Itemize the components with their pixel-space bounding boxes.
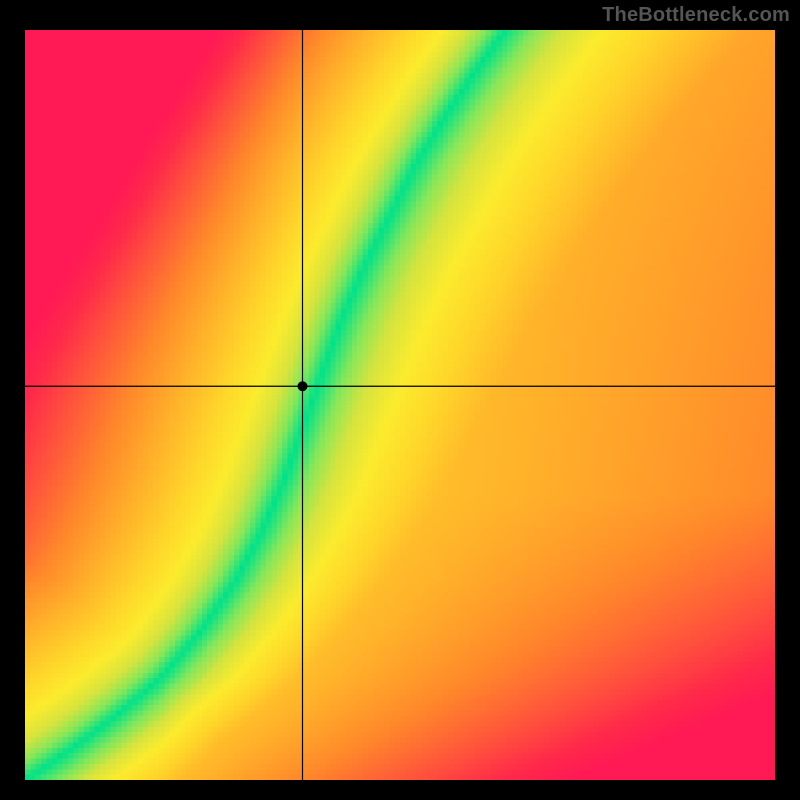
watermark-text: TheBottleneck.com (602, 4, 790, 27)
chart-container: TheBottleneck.com (0, 0, 800, 800)
bottleneck-heatmap (25, 30, 775, 780)
